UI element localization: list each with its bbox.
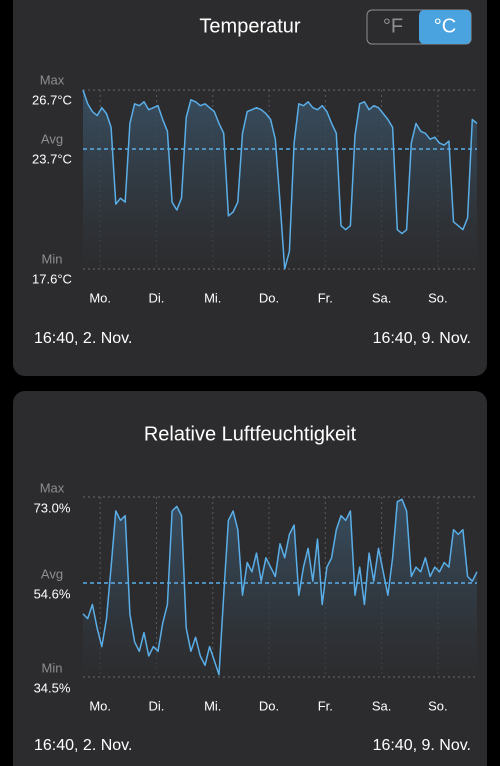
toggle-option[interactable]: °C: [434, 15, 456, 37]
data-line: [82, 89, 478, 270]
x-tick-label: Mo.: [89, 698, 111, 713]
x-tick-label: Do.: [259, 698, 279, 713]
toggle-option[interactable]: °F: [383, 15, 403, 37]
start-time: 16:40, 2. Nov.: [34, 330, 132, 347]
area-fill: [83, 90, 477, 269]
y-tick-name: Max: [40, 480, 65, 495]
start-time: 16:40, 2. Nov.: [34, 737, 132, 754]
end-time: 16:40, 9. Nov.: [373, 330, 471, 347]
toggle-selected[interactable]: [419, 10, 471, 44]
x-tick-label: Fr.: [318, 290, 333, 305]
x-tick-label: So.: [428, 698, 448, 713]
y-tick-name: Min: [42, 660, 63, 675]
y-tick-name: Min: [42, 251, 63, 266]
x-tick-label: Mi.: [204, 290, 221, 305]
x-tick-label: Di.: [149, 698, 165, 713]
y-tick-label: 73.0%: [34, 500, 71, 515]
y-tick-label: 54.6%: [34, 586, 71, 601]
unit-toggle: °F °C: [366, 9, 472, 45]
chart-title: Relative Luftfeuchtigkeit: [144, 423, 357, 445]
x-tick-label: Mi.: [204, 698, 221, 713]
chart-title: Temperatur: [199, 15, 300, 37]
y-tick-label: 23.7°C: [32, 151, 72, 166]
x-tick-label: Mo.: [89, 290, 111, 305]
x-tick-label: Sa.: [372, 290, 392, 305]
x-tick-label: So.: [428, 290, 448, 305]
data-line: [82, 498, 478, 676]
x-tick-label: Sa.: [372, 698, 392, 713]
x-tick-label: Do.: [259, 290, 279, 305]
x-tick-label: Fr.: [318, 698, 333, 713]
area-fill: [83, 499, 477, 677]
y-tick-label: 34.5%: [34, 680, 71, 695]
y-tick-label: 26.7°C: [32, 92, 72, 107]
y-tick-label: 17.6°C: [32, 271, 72, 286]
end-time: 16:40, 9. Nov.: [373, 737, 471, 754]
y-tick-name: Avg: [41, 566, 63, 581]
y-tick-name: Max: [40, 72, 65, 87]
x-tick-label: Di.: [149, 290, 165, 305]
y-tick-name: Avg: [41, 131, 63, 146]
